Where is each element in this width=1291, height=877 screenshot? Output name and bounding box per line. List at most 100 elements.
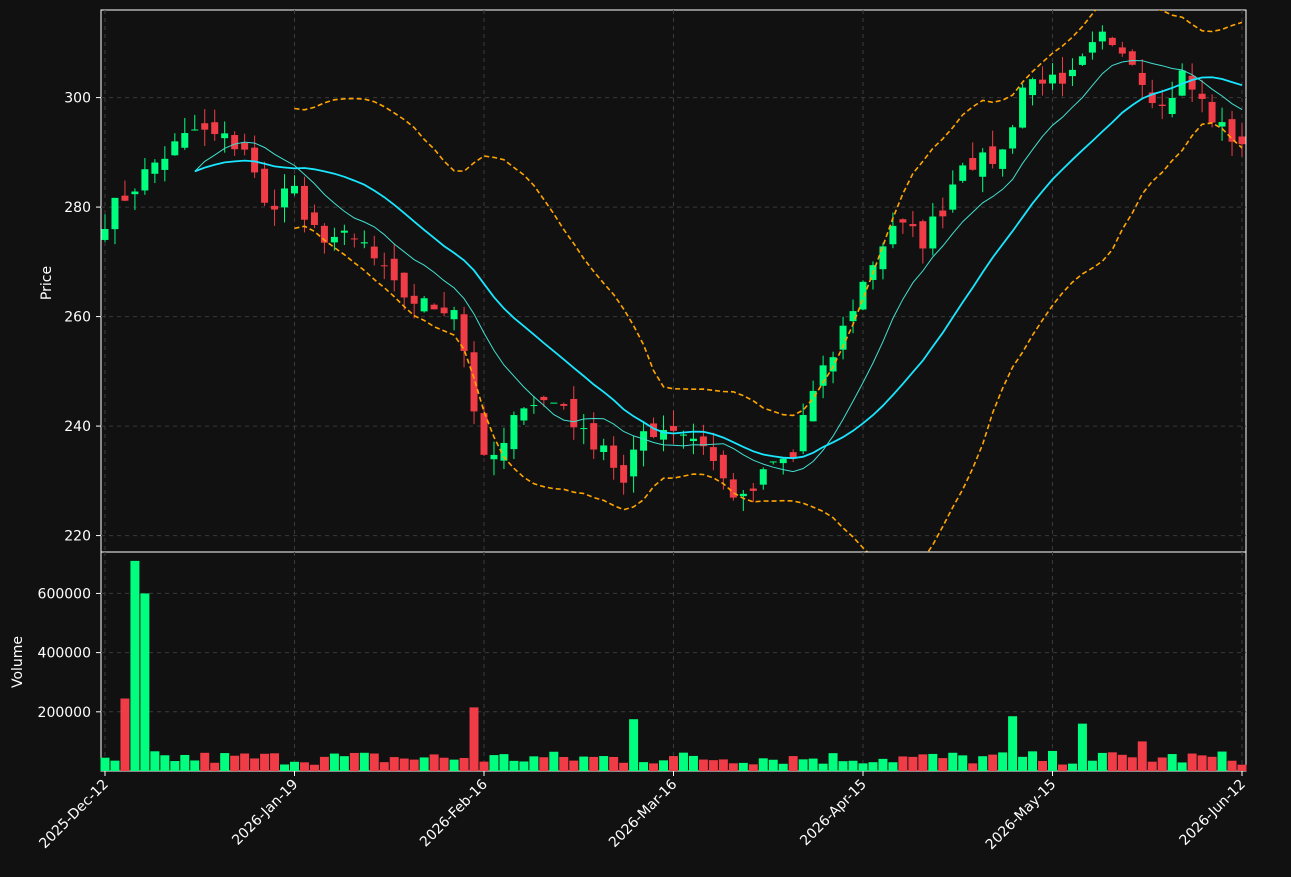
candle-body xyxy=(620,465,628,483)
volume-bar xyxy=(619,762,629,771)
candle-body xyxy=(510,415,518,450)
candle-body xyxy=(1228,119,1236,142)
candle-body xyxy=(1029,79,1037,96)
candle-body xyxy=(929,216,937,249)
volume-bar xyxy=(958,755,968,771)
candle-body xyxy=(261,168,269,203)
volume-bar xyxy=(818,763,828,771)
candle-body xyxy=(799,415,807,452)
candle-body xyxy=(1078,56,1086,65)
volume-bar xyxy=(210,762,220,771)
volume-bar xyxy=(469,707,479,771)
candle-body xyxy=(330,236,338,243)
candle-body xyxy=(191,129,199,131)
candle-body xyxy=(141,169,149,191)
volume-bar xyxy=(389,757,399,771)
candle-body xyxy=(909,224,917,227)
volume-bar xyxy=(758,758,768,771)
volume-bar xyxy=(369,753,379,771)
candle-body xyxy=(759,469,767,485)
volume-bar xyxy=(1167,754,1177,771)
candle-body xyxy=(111,197,119,230)
candle-body xyxy=(1158,104,1166,106)
candle-body xyxy=(939,210,947,217)
volume-bar xyxy=(309,764,319,771)
volume-bar xyxy=(848,760,858,771)
price-tick-label: 240 xyxy=(64,419,91,435)
volume-bar xyxy=(708,760,718,771)
candle-body xyxy=(1088,42,1096,53)
volume-bar xyxy=(1028,751,1038,771)
candle-body xyxy=(640,431,648,451)
price-tick-label: 280 xyxy=(64,200,91,216)
volume-bar xyxy=(419,757,429,771)
ma-slow-line xyxy=(194,76,1243,460)
candle-body xyxy=(540,396,548,401)
volume-bar xyxy=(678,752,688,771)
volume-bar xyxy=(439,757,449,771)
candle-body xyxy=(360,242,368,244)
candle-body xyxy=(979,152,987,177)
volume-bar xyxy=(828,753,838,771)
price-tick-label: 260 xyxy=(64,310,91,326)
volume-bar xyxy=(569,760,579,771)
candle-body xyxy=(1168,98,1176,115)
volume-bar xyxy=(1077,723,1087,771)
candle-body xyxy=(1148,92,1156,104)
volume-bar xyxy=(1187,753,1197,771)
candle-body xyxy=(380,265,388,267)
volume-bar xyxy=(250,758,260,771)
volume-bar xyxy=(748,764,758,771)
volume-bar xyxy=(968,763,978,771)
price-axis-label: Price xyxy=(39,266,55,300)
candle-body xyxy=(390,258,398,281)
volume-bar xyxy=(319,756,329,771)
candle-body xyxy=(320,225,328,243)
candle-body xyxy=(1218,122,1226,127)
volume-bar xyxy=(299,762,309,771)
candle-body xyxy=(1208,101,1216,123)
candle-body xyxy=(1118,47,1126,54)
candle-body xyxy=(171,141,179,156)
candle-body xyxy=(181,133,189,148)
candle-body xyxy=(161,158,169,170)
candle-body xyxy=(520,408,528,421)
candle-body xyxy=(281,188,289,208)
volume-bar xyxy=(399,758,409,771)
volume-tick-label: 200000 xyxy=(38,705,91,721)
volume-bar xyxy=(1157,757,1167,771)
volume-bar xyxy=(1147,761,1157,771)
volume-bar xyxy=(349,752,359,771)
candle-body xyxy=(699,436,707,447)
volume-bar xyxy=(359,752,369,771)
candle-body xyxy=(231,135,239,150)
volume-bar xyxy=(808,758,818,771)
candle-body xyxy=(470,352,478,412)
price-tick-label: 300 xyxy=(64,91,91,107)
candle-body xyxy=(779,458,787,464)
candle-body xyxy=(590,423,598,450)
candle-body xyxy=(709,447,717,461)
volume-bar xyxy=(858,763,868,771)
volume-bar xyxy=(559,757,569,771)
candle-body xyxy=(271,205,279,210)
volume-bar xyxy=(898,756,908,771)
candle-body xyxy=(610,445,618,468)
volume-bar xyxy=(230,755,240,771)
candle-body xyxy=(859,281,867,310)
candle-body xyxy=(440,307,448,314)
volume-bar xyxy=(499,754,509,771)
volume-bar xyxy=(629,719,639,771)
volume-bar xyxy=(609,756,619,771)
volume-bar xyxy=(160,755,170,771)
volume-bar xyxy=(120,698,130,771)
candle-body xyxy=(340,230,348,233)
volume-bar xyxy=(888,762,898,771)
volume-bar xyxy=(738,762,748,771)
x-tick-label: 2025-Dec-12 xyxy=(36,777,111,852)
volume-bar xyxy=(1067,763,1077,771)
candle-body xyxy=(919,221,927,249)
volume-bar xyxy=(150,751,160,771)
